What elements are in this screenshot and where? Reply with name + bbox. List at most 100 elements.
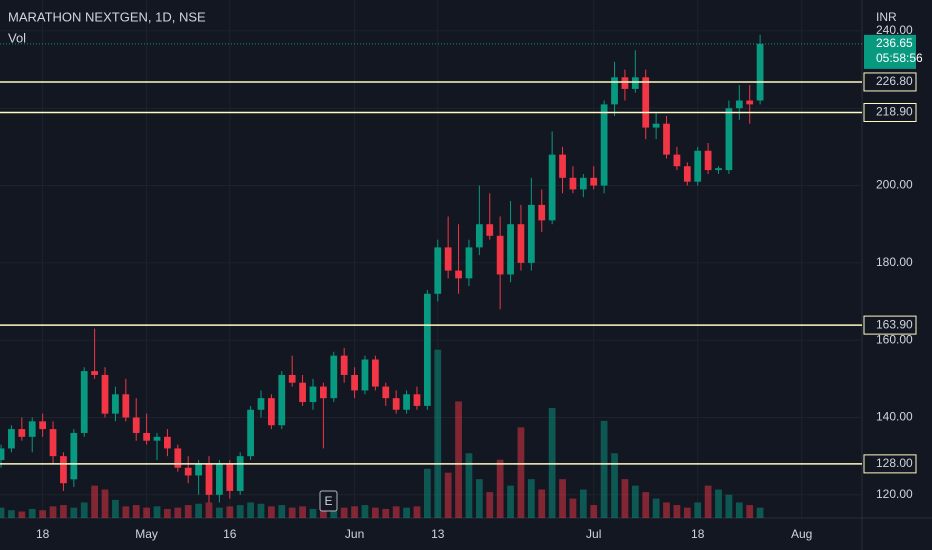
candle-body (226, 463, 234, 491)
volume-bar (538, 489, 546, 518)
level-label-box (863, 72, 917, 92)
volume-bar (600, 420, 608, 518)
candle-body (382, 386, 390, 399)
volume-bar (663, 502, 670, 518)
event-marker[interactable]: E (324, 494, 332, 508)
candle-body (663, 123, 670, 155)
candle-body (590, 177, 598, 186)
candle-body (320, 386, 327, 399)
volume-bar (195, 503, 202, 518)
volume-bar (288, 507, 296, 518)
candle-body (403, 394, 410, 410)
volume-bar (122, 506, 130, 518)
volume-bar (590, 505, 598, 518)
volume-bar (70, 507, 78, 518)
volume-bar (351, 506, 358, 518)
y-tick-label: 160.00 (876, 332, 913, 346)
candle-body (507, 224, 514, 275)
candle-body (112, 394, 119, 414)
candle-body (0, 448, 5, 461)
candle-body (18, 429, 26, 437)
candle-body (600, 104, 608, 186)
event-marker-box[interactable] (319, 490, 338, 512)
x-tick-label: 16 (223, 527, 237, 541)
volume-bar (236, 505, 244, 518)
candle-body (361, 359, 369, 391)
countdown: 05:58:56 (876, 51, 923, 65)
volume-bar (423, 468, 431, 518)
volume-bar (226, 506, 234, 518)
candle-body (579, 177, 587, 190)
volume-bar (184, 505, 192, 518)
x-tick-label: Jun (345, 527, 364, 541)
volume-bar (320, 506, 327, 518)
volume-bar (746, 505, 754, 518)
volume-bar (735, 502, 743, 518)
x-tick-label: May (135, 527, 158, 541)
level-label-box (863, 315, 917, 335)
volume-bar (527, 479, 535, 518)
volume-bar (559, 479, 566, 518)
candle-body (153, 436, 161, 441)
volume-bar (631, 485, 639, 518)
candle-body (91, 371, 99, 375)
volume-bar (371, 507, 379, 518)
volume-bar (153, 506, 161, 518)
volume-bar (517, 427, 525, 518)
volume-bar (704, 485, 712, 518)
candle-body (538, 204, 546, 221)
candle-body (621, 77, 629, 89)
candle-body (465, 247, 473, 279)
volume-bar (621, 479, 629, 518)
y-tick-label: 140.00 (876, 410, 913, 424)
volume-bar (132, 505, 140, 518)
candle-body (257, 398, 265, 410)
volume-bar (80, 502, 88, 518)
volume-bar (444, 472, 452, 518)
volume-bar (268, 506, 275, 518)
candle-body (39, 421, 47, 430)
volume-bar (60, 505, 67, 518)
volume-bar (0, 507, 5, 518)
volume-bar (756, 507, 764, 518)
candle-body (205, 463, 213, 495)
candle-body (746, 100, 754, 105)
candle-body (735, 100, 743, 109)
volume-bar (486, 492, 494, 518)
candle-body (122, 394, 130, 418)
candle-body (340, 355, 348, 375)
candle-body (683, 166, 691, 182)
candle-body (673, 154, 681, 167)
volume-label: Vol (8, 30, 26, 45)
candle-body (548, 154, 556, 221)
candle-body (164, 436, 171, 449)
currency: INR (876, 10, 897, 24)
volume-bar (496, 459, 504, 518)
volume-bar (112, 499, 119, 518)
candle-body (278, 374, 286, 426)
level-label-box (863, 102, 917, 122)
candle-body (527, 204, 535, 263)
candle-body (496, 235, 504, 275)
level-label: 163.90 (876, 317, 913, 331)
volume-bar (91, 485, 99, 518)
candle-body (475, 224, 483, 248)
volume-bar (611, 453, 618, 518)
candle-body (8, 429, 15, 449)
candle-body (694, 150, 702, 182)
volume-bar (101, 489, 109, 518)
x-tick-label: 18 (36, 527, 50, 541)
volume-bar (434, 349, 442, 518)
x-tick-label: Aug (791, 527, 812, 541)
volume-bar (569, 498, 577, 518)
candle-body (652, 123, 660, 128)
volume-bar (39, 510, 47, 518)
y-tick-label: 180.00 (876, 255, 913, 269)
candle-body (455, 270, 462, 279)
x-tick-label: Jul (586, 527, 601, 541)
volume-bar (725, 494, 733, 518)
volume-bar (455, 401, 462, 518)
candle-body (80, 371, 88, 433)
y-tick-label: 200.00 (876, 178, 913, 192)
candle-body (101, 374, 109, 414)
